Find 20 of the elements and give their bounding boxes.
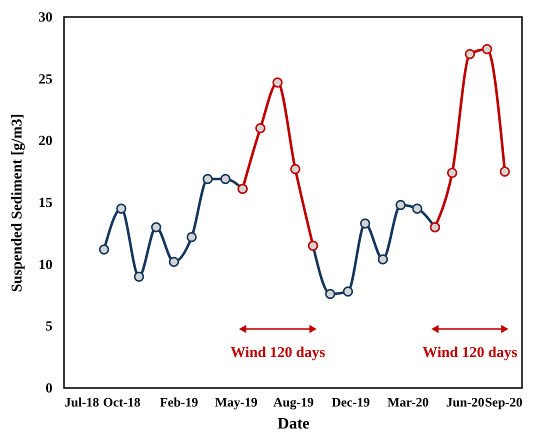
- y-tick-label: 0: [46, 382, 52, 396]
- annotation: Wind 120 days: [422, 345, 518, 361]
- x-tick-label: Jul-18: [64, 394, 100, 410]
- x-tick-label: Feb-19: [160, 394, 199, 410]
- x-tick-label: Sep-20: [484, 394, 522, 410]
- y-tick-label: 20: [38, 134, 52, 150]
- annotation: Wind 120 days: [230, 345, 326, 361]
- y-axis-title: Suspended Sediment [g/m3]: [10, 114, 26, 292]
- x-tick-label: May-19: [214, 394, 258, 410]
- y-tick-label: 5: [46, 320, 52, 335]
- x-axis-title: Date: [278, 416, 310, 432]
- x-tick-label: Oct-18: [102, 394, 142, 410]
- y-tick-label: 10: [38, 258, 52, 273]
- y-tick-label: 30: [38, 10, 52, 26]
- y-tick-label: 15: [38, 196, 52, 211]
- x-tick-label: Mar-20: [387, 394, 429, 410]
- y-tick-label: 25: [38, 72, 52, 88]
- x-tick-label: Dec-19: [332, 394, 370, 410]
- x-tick-label: Jun-20: [446, 394, 484, 410]
- x-tick-label: Aug-19: [273, 394, 314, 410]
